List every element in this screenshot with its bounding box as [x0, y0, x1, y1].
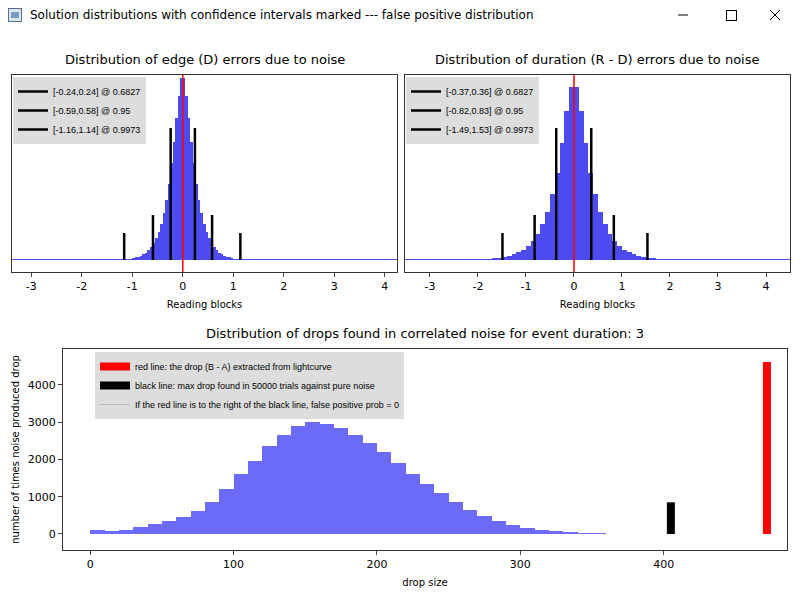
- html-text:Solution distributions with co: Solution distributions with confidence i…: [30, 8, 534, 22]
- svg-text:-2: -2: [472, 280, 483, 293]
- svg-text:[-0.59,0.58] @ 0.95: [-0.59,0.58] @ 0.95: [53, 106, 130, 116]
- svg-text:400: 400: [653, 558, 674, 571]
- svg-text:If the red line is to the righ: If the red line is to the right of the b…: [135, 400, 399, 410]
- svg-text:2000: 2000: [28, 453, 56, 466]
- svg-text:black line: max drop found in: black line: max drop found in 50000 tria…: [135, 381, 375, 391]
- svg-text:number of times noise produced: number of times noise produced drop: [10, 355, 21, 544]
- svg-text:-1: -1: [127, 280, 138, 293]
- svg-text:200: 200: [366, 558, 387, 571]
- svg-text:[-1.16,1.14] @ 0.9973: [-1.16,1.14] @ 0.9973: [53, 125, 140, 135]
- svg-text:1: 1: [230, 280, 237, 293]
- svg-text:1000: 1000: [28, 491, 56, 504]
- svg-text:Distribution of drops found in: Distribution of drops found in correlate…: [206, 326, 644, 341]
- svg-text:Reading blocks: Reading blocks: [167, 299, 243, 310]
- svg-text:0: 0: [570, 280, 577, 293]
- svg-text:0: 0: [87, 558, 94, 571]
- svg-text:-3: -3: [424, 280, 435, 293]
- svg-text:red line: the drop (B - A) ext: red line: the drop (B - A) extracted fro…: [135, 362, 332, 372]
- svg-text:Distribution of edge (D) error: Distribution of edge (D) errors due to n…: [65, 52, 345, 67]
- svg-text:3: 3: [714, 280, 721, 293]
- svg-text:Distribution of duration (R -: Distribution of duration (R - D) errors …: [435, 52, 760, 67]
- svg-text:[-0.37,0.36] @ 0.6827: [-0.37,0.36] @ 0.6827: [446, 87, 533, 97]
- svg-text:4: 4: [763, 280, 770, 293]
- svg-text:1: 1: [618, 280, 625, 293]
- svg-text:4000: 4000: [28, 379, 56, 392]
- svg-text:[-0.82,0.83] @ 0.95: [-0.82,0.83] @ 0.95: [446, 106, 523, 116]
- svg-text:100: 100: [223, 558, 244, 571]
- svg-text:4: 4: [381, 280, 388, 293]
- svg-text:3: 3: [331, 280, 338, 293]
- svg-text:0: 0: [49, 528, 56, 541]
- svg-text:2: 2: [280, 280, 287, 293]
- svg-text:-2: -2: [76, 280, 87, 293]
- svg-text:[-1.49,1.53] @ 0.9973: [-1.49,1.53] @ 0.9973: [446, 125, 533, 135]
- svg-text:drop size: drop size: [402, 577, 447, 588]
- svg-text:-3: -3: [26, 280, 37, 293]
- svg-text:-1: -1: [520, 280, 531, 293]
- svg-text:300: 300: [510, 558, 531, 571]
- svg-text:0: 0: [179, 280, 186, 293]
- svg-text:[-0.24,0.24] @ 0.6827: [-0.24,0.24] @ 0.6827: [53, 87, 140, 97]
- svg-text:Reading blocks: Reading blocks: [560, 299, 636, 310]
- svg-text:3000: 3000: [28, 416, 56, 429]
- svg-text:2: 2: [666, 280, 673, 293]
